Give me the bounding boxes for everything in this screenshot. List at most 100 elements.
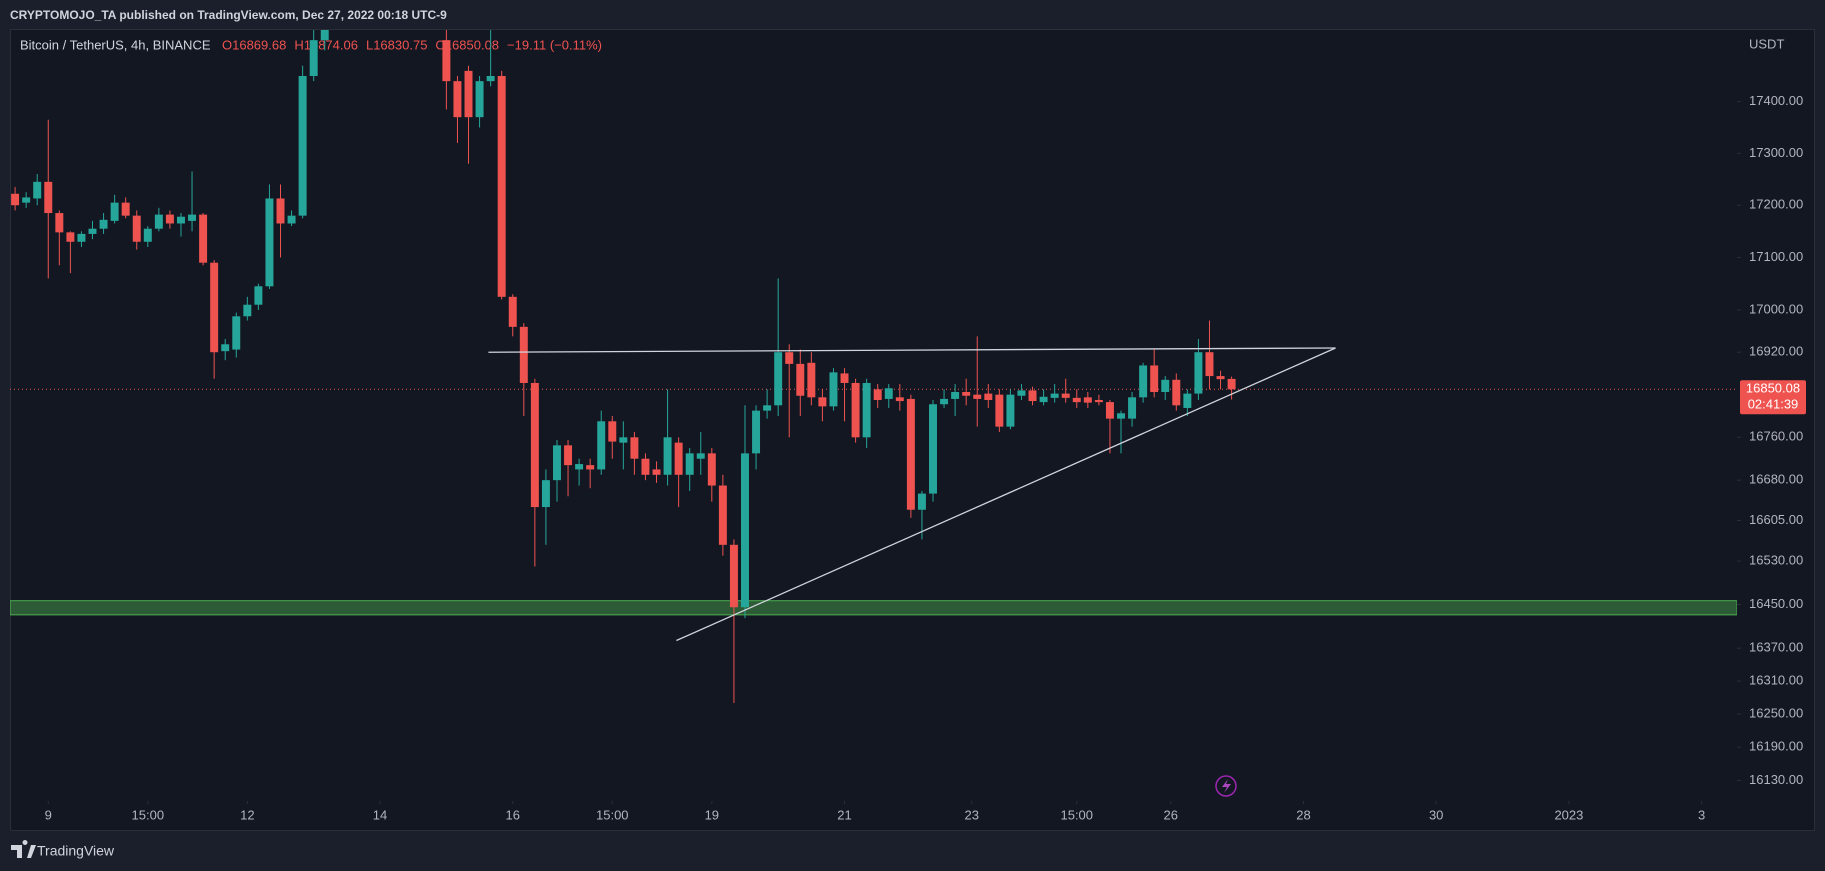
candle-body bbox=[619, 437, 628, 443]
candle-body bbox=[917, 493, 926, 510]
candle-body bbox=[320, 30, 329, 41]
candle-body bbox=[199, 214, 208, 263]
x-tick-label: 26 bbox=[1164, 807, 1178, 822]
candle-body bbox=[1117, 413, 1125, 419]
legend-value: L16830.75 bbox=[366, 37, 427, 52]
candle-body bbox=[22, 197, 31, 203]
axes: 17400.00 17300.00 17200.00 17100.00 17000.00… bbox=[45, 93, 1806, 822]
candle-body bbox=[1105, 402, 1114, 419]
candle-body bbox=[132, 215, 141, 242]
candle-body bbox=[176, 216, 185, 224]
candle-body bbox=[1227, 378, 1236, 390]
candle-body bbox=[862, 382, 871, 438]
candle-body bbox=[851, 382, 860, 438]
candle-body bbox=[188, 214, 197, 221]
candle-body bbox=[1094, 399, 1103, 403]
candle-body bbox=[110, 202, 119, 221]
candle-body bbox=[641, 458, 650, 475]
brand: TradingView bbox=[37, 843, 115, 859]
candle-body bbox=[829, 372, 838, 407]
footer-logo: TradingView bbox=[11, 840, 115, 859]
candle-body bbox=[785, 352, 794, 364]
countdown: 02:41:39 bbox=[1748, 397, 1799, 412]
logo-mark bbox=[11, 840, 36, 858]
candle-body bbox=[77, 233, 86, 242]
candle-body bbox=[11, 193, 20, 206]
candle-body bbox=[1083, 397, 1092, 403]
y-tick-label: 16680.00 bbox=[1749, 472, 1803, 487]
candle-body bbox=[663, 437, 672, 475]
y-tick-label: 16250.00 bbox=[1749, 705, 1803, 720]
candle-body bbox=[232, 316, 241, 350]
candle-body bbox=[962, 392, 971, 396]
candle-body bbox=[564, 445, 573, 466]
candle-body bbox=[929, 404, 937, 494]
x-tick-label: 28 bbox=[1296, 807, 1310, 822]
candle-body bbox=[873, 389, 882, 400]
candle-body bbox=[442, 40, 451, 82]
candle-body bbox=[519, 326, 528, 383]
legend-symbol: Bitcoin / TetherUS, 4h, BINANCE bbox=[20, 37, 211, 52]
candle-body bbox=[1139, 365, 1148, 398]
y-tick-label: 17100.00 bbox=[1749, 249, 1803, 264]
candle-body bbox=[752, 410, 761, 454]
candle-body bbox=[276, 198, 285, 224]
candle-body bbox=[1072, 397, 1081, 403]
candle-body bbox=[298, 76, 307, 216]
y-tick-label: 16190.00 bbox=[1749, 739, 1803, 754]
legend-value: C16850.08 bbox=[435, 37, 499, 52]
x-tick-label: 16 bbox=[506, 807, 520, 822]
candle-body bbox=[630, 437, 639, 459]
candle-body bbox=[884, 388, 893, 399]
candle-body bbox=[1161, 379, 1170, 393]
candle-body bbox=[1061, 393, 1070, 398]
candle-body bbox=[984, 393, 993, 400]
candle-body bbox=[729, 544, 738, 608]
y-tick-label: 16605.00 bbox=[1749, 512, 1803, 527]
candle-body bbox=[55, 213, 64, 233]
y-tick-label: 17400.00 bbox=[1749, 93, 1803, 108]
candle-body bbox=[1194, 352, 1203, 394]
candle-body bbox=[951, 392, 960, 399]
candle-body bbox=[475, 81, 484, 118]
y-tick-label: 16450.00 bbox=[1749, 596, 1803, 611]
candle-body bbox=[940, 398, 949, 405]
y-tick-label: 16370.00 bbox=[1749, 640, 1803, 655]
candle-body bbox=[1050, 393, 1059, 398]
candle-body bbox=[453, 81, 462, 118]
candle-body bbox=[486, 76, 495, 82]
candle-body bbox=[707, 453, 716, 486]
support-zone bbox=[10, 600, 1737, 616]
candle-body bbox=[840, 373, 849, 383]
y-tick-label: 16310.00 bbox=[1749, 672, 1803, 687]
x-tick-label: 9 bbox=[45, 807, 52, 822]
x-tick-label: 23 bbox=[964, 807, 978, 822]
candle-body bbox=[121, 202, 130, 216]
candle-body bbox=[818, 397, 827, 407]
y-tick-label: 16760.00 bbox=[1749, 429, 1803, 444]
x-tick-label: 12 bbox=[240, 807, 254, 822]
last-price-label: 16850.08 bbox=[1746, 381, 1800, 396]
trendline bbox=[488, 347, 1336, 353]
candle-body bbox=[243, 304, 252, 317]
candle-body bbox=[586, 465, 595, 470]
x-tick-label: 15:00 bbox=[132, 807, 165, 822]
candle-body bbox=[254, 286, 263, 305]
y-tick-label: 17300.00 bbox=[1749, 145, 1803, 160]
candle-body bbox=[1017, 390, 1026, 396]
x-tick-label: 2023 bbox=[1554, 807, 1583, 822]
candle-body bbox=[497, 76, 506, 297]
candle-body bbox=[741, 453, 749, 608]
candle-body bbox=[99, 219, 108, 229]
candle-body bbox=[1150, 365, 1159, 393]
candle-body bbox=[1183, 393, 1192, 408]
x-tick-label: 30 bbox=[1429, 807, 1443, 822]
candle-body bbox=[508, 296, 517, 327]
candle-body bbox=[44, 181, 53, 214]
candle-body bbox=[1216, 376, 1225, 380]
x-tick-label: 15:00 bbox=[596, 807, 629, 822]
icon-bolt bbox=[1222, 779, 1231, 793]
candle-body bbox=[221, 344, 230, 352]
x-tick-label: 21 bbox=[837, 807, 851, 822]
